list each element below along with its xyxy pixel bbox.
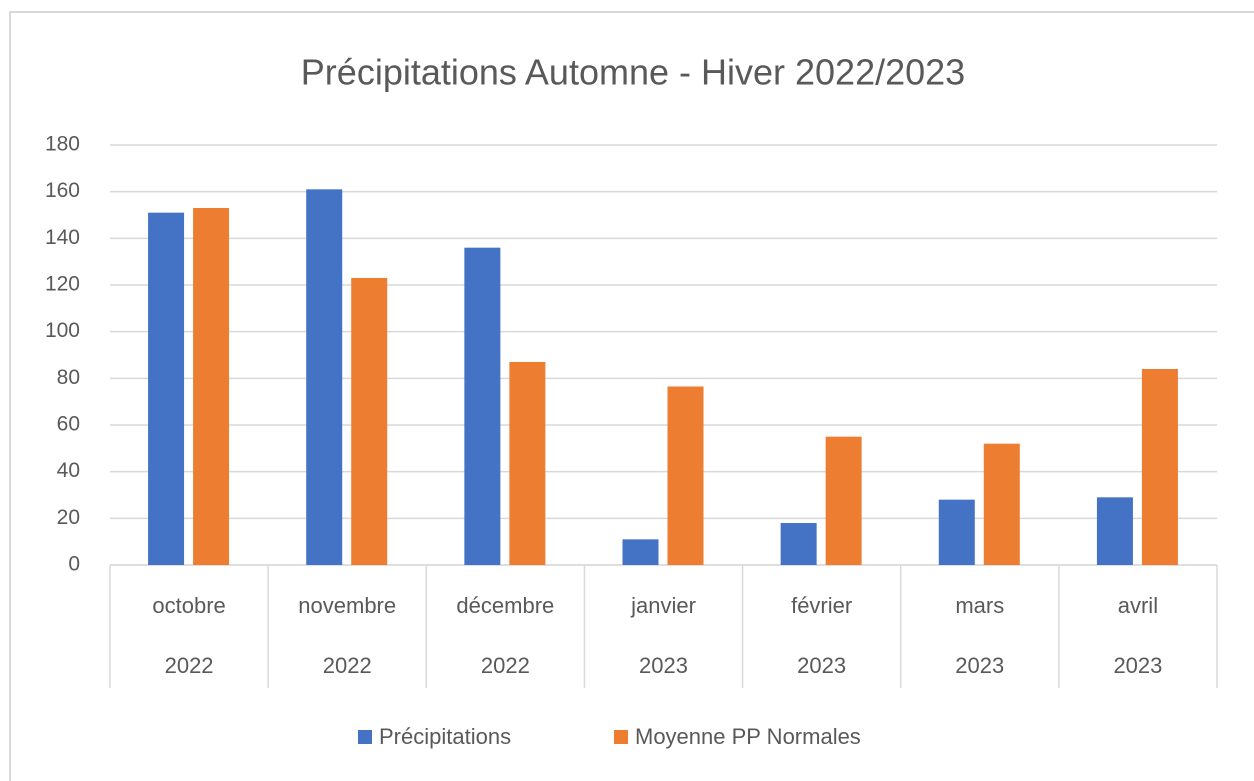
x-tick-label: novembre	[298, 593, 396, 618]
bar	[306, 189, 343, 566]
x-tick-year: 2023	[955, 653, 1004, 678]
bar	[983, 443, 1020, 565]
x-tick-label: mars	[955, 593, 1004, 618]
bar	[148, 212, 185, 565]
x-tick-label: décembre	[456, 593, 554, 618]
bar	[464, 247, 501, 565]
x-tick-label: février	[791, 593, 852, 618]
bar	[1141, 369, 1178, 565]
y-tick-label: 60	[57, 413, 80, 436]
bar	[509, 362, 546, 565]
y-tick-label: 100	[45, 319, 80, 342]
y-tick-label: 120	[45, 273, 80, 296]
bar	[193, 208, 230, 565]
bar	[351, 278, 388, 565]
y-tick-label: 140	[45, 226, 80, 249]
x-tick-label: janvier	[630, 593, 696, 618]
x-tick-label: avril	[1118, 593, 1158, 618]
bar	[622, 539, 659, 565]
bar	[1096, 497, 1133, 565]
y-tick-label: 160	[45, 179, 80, 202]
y-tick-label: 20	[57, 506, 80, 529]
y-tick-label: 0	[68, 553, 80, 576]
x-tick-year: 2022	[323, 653, 372, 678]
bar	[825, 436, 862, 565]
x-tick-label: octobre	[152, 593, 225, 618]
x-tick-year: 2022	[165, 653, 214, 678]
bar	[938, 499, 975, 565]
x-tick-year: 2023	[639, 653, 688, 678]
x-tick-year: 2023	[797, 653, 846, 678]
legend-swatch	[358, 730, 372, 744]
bar	[667, 386, 704, 565]
y-tick-label: 180	[45, 133, 80, 156]
y-tick-label: 80	[57, 366, 80, 389]
y-tick-label: 40	[57, 459, 80, 482]
bar	[780, 523, 817, 565]
legend-label: Moyenne PP Normales	[635, 724, 861, 749]
x-tick-year: 2023	[1113, 653, 1162, 678]
legend-swatch	[614, 730, 628, 744]
chart-title: Précipitations Automne - Hiver 2022/2023	[301, 52, 965, 93]
x-tick-year: 2022	[481, 653, 530, 678]
legend-label: Précipitations	[379, 724, 511, 749]
